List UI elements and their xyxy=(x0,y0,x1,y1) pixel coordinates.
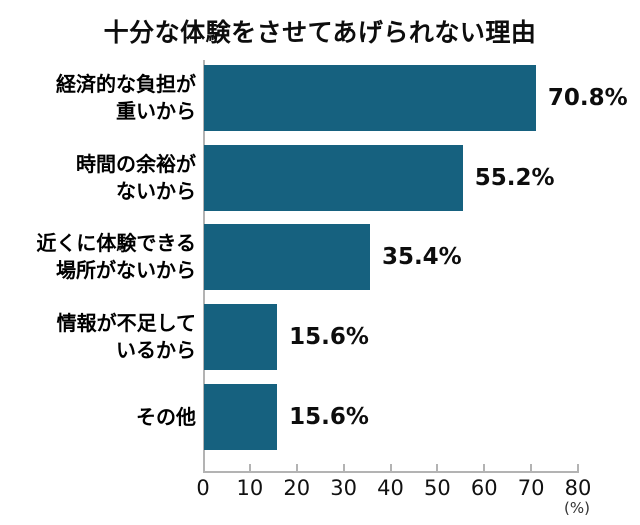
tick-mark xyxy=(389,464,392,472)
value-label: 35.4% xyxy=(381,244,462,270)
category-label: 経済的な負担が 重いから xyxy=(56,72,196,123)
value-label: 15.6% xyxy=(289,324,369,350)
tick-label: 0 xyxy=(196,476,210,500)
bar xyxy=(204,224,370,290)
tick-mark xyxy=(342,464,345,472)
tick-label: 40 xyxy=(377,476,404,500)
tick-label: 60 xyxy=(470,476,498,500)
category-label: 情報が不足して いるから xyxy=(56,311,196,362)
tick-mark xyxy=(577,464,579,472)
bar xyxy=(204,304,278,370)
bar xyxy=(204,384,278,450)
tick-mark xyxy=(436,464,439,472)
chart-title: 十分な体験をさせてあげられない理由 xyxy=(103,18,537,47)
category-label: その他 xyxy=(136,404,196,429)
tick-label: 80 xyxy=(564,476,592,500)
tick-label: 30 xyxy=(330,476,357,500)
tick-label: 70 xyxy=(517,476,545,500)
x-axis-line xyxy=(203,471,579,473)
axis-unit-label: (%) xyxy=(564,499,590,517)
category-label: 時間の余裕が ないから xyxy=(76,152,196,203)
tick-label: 20 xyxy=(283,476,311,500)
tick-label: 10 xyxy=(236,476,264,500)
tick-mark xyxy=(530,464,533,472)
value-label: 15.6% xyxy=(289,404,369,430)
value-label: 70.8% xyxy=(547,85,628,111)
bar xyxy=(204,65,536,131)
tick-mark xyxy=(248,464,251,472)
tick-label: 50 xyxy=(424,476,451,500)
tick-mark xyxy=(295,464,298,472)
tick-mark xyxy=(483,464,486,472)
category-label: 近くに体験できる 場所がないから xyxy=(36,231,196,282)
bar xyxy=(204,145,463,211)
value-label: 55.2% xyxy=(474,165,555,191)
